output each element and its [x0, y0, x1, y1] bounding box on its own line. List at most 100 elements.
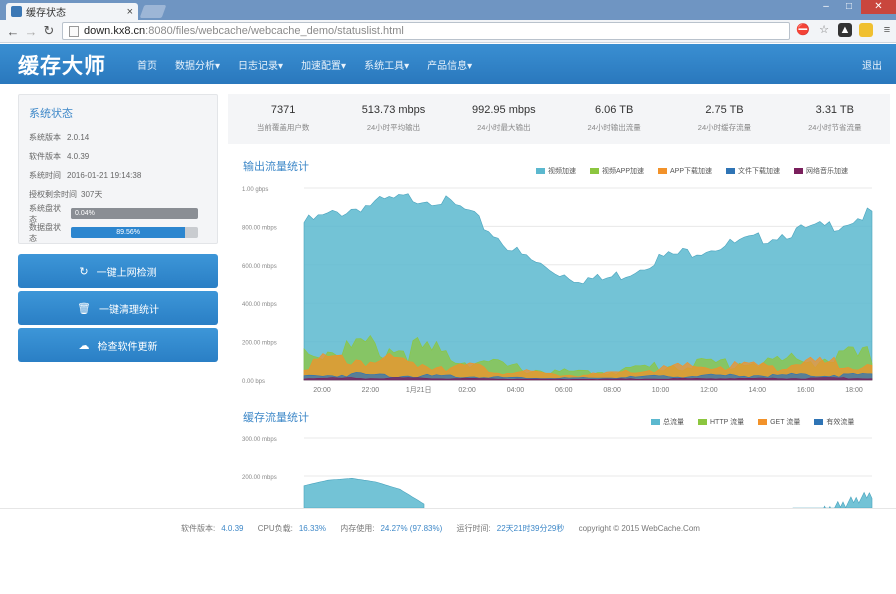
- tab-title: 缓存状态: [26, 8, 66, 19]
- y-tick-label: 600.00 mbps: [242, 264, 277, 270]
- stat-users: 7371 当前覆盖用户数: [228, 94, 338, 144]
- status-label: 软件版本: [29, 152, 61, 161]
- legend-label: 视频APP加速: [602, 168, 645, 175]
- footer-software-value: 4.0.39: [221, 524, 244, 533]
- cache-chart-title: 缓存流量统计: [243, 412, 309, 424]
- stat-label: 24小时节省流量: [808, 123, 862, 132]
- favicon-icon: [11, 6, 22, 17]
- network-check-label: 一键上网检测: [96, 267, 157, 279]
- stop-icon[interactable]: ⛔: [796, 24, 810, 36]
- app-logo[interactable]: 缓存大师: [18, 54, 106, 78]
- data-disk-progress: 89.56%: [71, 227, 198, 238]
- legend-item[interactable]: GET 流量: [758, 417, 800, 427]
- x-tick-label: 04:00: [507, 387, 525, 394]
- legend-swatch: [651, 419, 660, 425]
- logout-link[interactable]: 退出: [862, 61, 882, 72]
- status-row-system-time: 系统时间 2016-01-21 19:14:38: [29, 166, 207, 185]
- legend-label: GET 流量: [770, 419, 801, 426]
- status-value: 307天: [81, 190, 103, 199]
- forward-arrow-icon[interactable]: →: [24, 23, 38, 39]
- status-label: 数据盘状态: [29, 222, 61, 243]
- legend-item[interactable]: APP下载加速: [658, 166, 712, 176]
- url-path: :8080/files/webcache/webcache_demo/statu…: [145, 25, 404, 37]
- status-panel-title: 系统状态: [29, 108, 73, 120]
- reload-icon[interactable]: ↻: [43, 23, 55, 38]
- status-label: 系统时间: [29, 171, 61, 180]
- x-tick-label: 18:00: [845, 387, 863, 394]
- legend-item[interactable]: 网络音乐加速: [794, 166, 848, 176]
- series-area-1: [303, 477, 425, 508]
- series-area-4: [303, 372, 873, 381]
- footer-copyright: copyright © 2015 WebCache.Com: [578, 524, 700, 533]
- stat-value: 513.73 mbps: [361, 104, 426, 116]
- legend-swatch: [536, 168, 545, 174]
- window-maximize-button[interactable]: □: [845, 1, 853, 12]
- refresh-icon: ↻: [79, 265, 89, 278]
- footer-uptime-label: 运行时间:: [456, 524, 491, 533]
- address-bar[interactable]: down.kx8.cn :8080/files/webcache/webcach…: [62, 22, 790, 40]
- status-label: 授权剩余时间: [29, 190, 77, 199]
- legend-label: 网络音乐加速: [806, 168, 849, 175]
- network-check-button[interactable]: ↻ 一键上网检测: [18, 254, 218, 288]
- system-disk-progress: 0.04%: [71, 208, 198, 219]
- check-update-button[interactable]: ☁ 检查软件更新: [18, 328, 218, 362]
- clear-stats-button[interactable]: 🗑 一键清理统计: [18, 291, 218, 325]
- y-tick-label: 1.00 gbps: [242, 187, 268, 193]
- browser-toolbar: ← → ↻ down.kx8.cn :8080/files/webcache/w…: [0, 20, 896, 43]
- new-tab-button[interactable]: [139, 5, 167, 18]
- x-tick-label: 1月21日: [406, 386, 432, 394]
- legend-item[interactable]: 视频APP加速: [590, 166, 644, 176]
- back-arrow-icon[interactable]: ←: [6, 23, 20, 39]
- menu-home[interactable]: 首页: [137, 60, 157, 72]
- cache-traffic-chart: 300.00 mbps 200.00 mbps: [242, 437, 873, 508]
- check-update-label: 检查软件更新: [97, 341, 158, 353]
- window-minimize-button[interactable]: –: [823, 1, 829, 12]
- legend-item[interactable]: 文件下载加速: [726, 166, 780, 176]
- stat-label: 24小时最大输出: [477, 123, 531, 132]
- footer-cpu-label: CPU负载:: [257, 524, 293, 533]
- series-area-2: [303, 334, 873, 381]
- legend-swatch: [794, 168, 804, 174]
- legend-swatch: [726, 168, 736, 174]
- legend-item[interactable]: HTTP 流量: [698, 417, 744, 427]
- x-tick-label: 12:00: [700, 387, 718, 394]
- menu-acceleration[interactable]: 加速配置▾: [301, 60, 347, 72]
- menu-icon[interactable]: ≡: [883, 24, 891, 36]
- url-host: down.kx8.cn: [84, 25, 146, 37]
- stat-saved-traffic: 3.31 TB 24小时节省流量: [780, 94, 890, 144]
- stat-value: 2.75 TB: [705, 104, 744, 116]
- x-tick-label: 08:00: [603, 387, 621, 394]
- menu-logs[interactable]: 日志记录▾: [238, 60, 284, 72]
- menu-data-analysis[interactable]: 数据分析▾: [175, 60, 221, 72]
- system-status-panel: 系统状态 系统版本 2.0.14 软件版本 4.0.39 系统时间 2016-0…: [18, 94, 218, 244]
- status-value: 4.0.39: [67, 152, 90, 161]
- y-tick-label: 300.00 mbps: [242, 437, 277, 443]
- x-tick-label: 10:00: [652, 387, 670, 394]
- status-row-system-disk: 系统盘状态 0.04%: [29, 204, 207, 224]
- legend-item[interactable]: 视频加速: [536, 166, 576, 176]
- y-tick-label: 200.00 mbps: [242, 341, 277, 347]
- series-area-5: [303, 377, 873, 381]
- menu-system-tools[interactable]: 系统工具▾: [364, 60, 410, 72]
- status-row-license: 授权剩余时间 307天: [29, 185, 207, 204]
- extension-icon[interactable]: ▲: [838, 23, 852, 37]
- legend-item[interactable]: 有效流量: [814, 417, 854, 427]
- legend-label: 文件下载加速: [738, 168, 781, 175]
- stat-value: 3.31 TB: [815, 104, 854, 116]
- browser-tab[interactable]: 缓存状态 ×: [6, 3, 138, 20]
- status-row-software-version: 软件版本 4.0.39: [29, 147, 207, 166]
- y-tick-label: 200.00 mbps: [242, 475, 277, 481]
- folder-icon[interactable]: [859, 23, 873, 37]
- output-traffic-chart: 1.00 gbps 800.00 mbps 600.00 mbps 400.00 mb…: [242, 187, 873, 394]
- stat-value: 7371: [270, 104, 296, 116]
- tab-close-icon[interactable]: ×: [126, 5, 133, 18]
- series-area-1b: [792, 491, 873, 508]
- legend-item[interactable]: 总流量: [651, 417, 684, 427]
- x-tick-label: 22:00: [362, 387, 380, 394]
- star-icon[interactable]: ☆: [819, 24, 829, 36]
- window-close-button[interactable]: ✕: [861, 0, 896, 14]
- clear-stats-label: 一键清理统计: [98, 304, 159, 316]
- footer-cpu-value: 16.33%: [298, 524, 326, 533]
- browser-titlebar: 缓存状态 × – □ ✕: [0, 0, 896, 20]
- menu-product-info[interactable]: 产品信息▾: [427, 60, 473, 72]
